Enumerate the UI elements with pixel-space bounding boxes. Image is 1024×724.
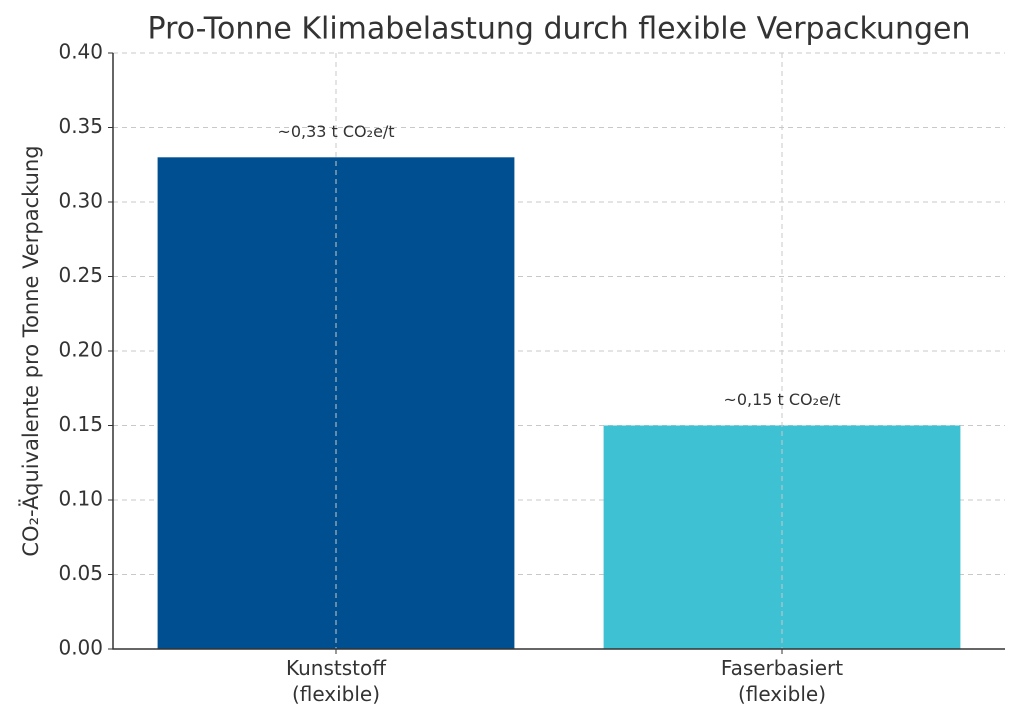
y-tick-label: 0.00	[58, 636, 103, 660]
y-tick-label: 0.20	[58, 338, 103, 362]
x-tick-label: Kunststoff (flexible)	[286, 656, 387, 706]
y-axis-label: CO₂-Äquivalente pro Tonne Verpackung	[18, 145, 43, 556]
y-tick-label: 0.05	[58, 561, 103, 585]
x-tick-label: Faserbasiert (flexible)	[721, 656, 843, 706]
y-tick-label: 0.10	[58, 487, 103, 511]
value-label: ~0,33 t CO₂e/t	[277, 122, 394, 141]
chart-title: Pro-Tonne Klimabelastung durch flexible …	[148, 12, 971, 47]
y-tick-label: 0.30	[58, 189, 103, 213]
y-tick-label: 0.25	[58, 263, 103, 287]
axis-frame	[112, 53, 1005, 650]
y-tick-label: 0.40	[58, 40, 103, 64]
value-label: ~0,15 t CO₂e/t	[723, 390, 840, 409]
y-tick-label: 0.35	[58, 114, 103, 138]
y-tick-label: 0.15	[58, 412, 103, 436]
